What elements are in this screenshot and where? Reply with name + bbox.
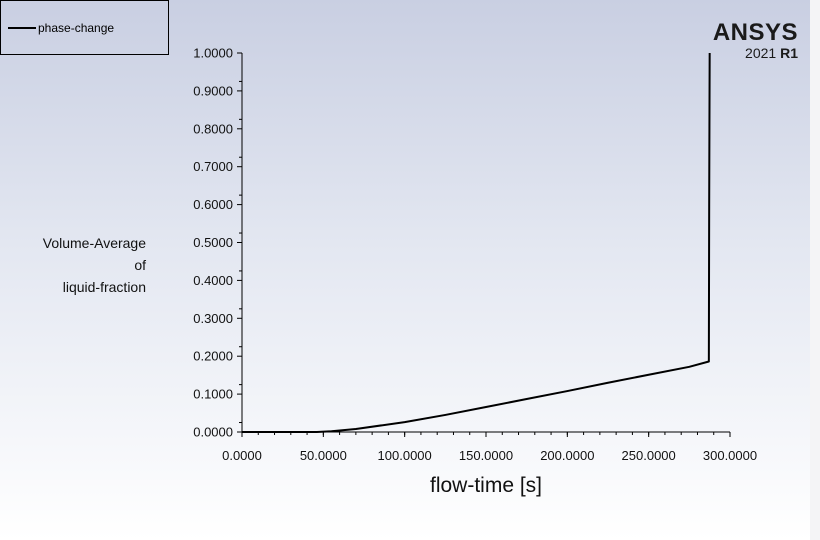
brand-release: 2021 R1	[713, 46, 798, 60]
x-tick-label: 100.0000	[378, 448, 432, 463]
series-line-phase-change	[242, 52, 711, 433]
y-axis-label-line-1: Volume-Average	[42, 235, 146, 251]
x-tick-label: 150.0000	[459, 448, 513, 463]
y-tick-label: 0.7000	[193, 159, 233, 174]
x-tick-label: 300.0000	[703, 448, 757, 463]
y-tick-label: 0.5000	[193, 235, 233, 250]
x-axis-label: flow-time [s]	[429, 474, 542, 497]
y-tick-label: 0.2000	[193, 349, 233, 364]
brand-year: 2021	[745, 45, 777, 61]
x-tick-label: 250.0000	[622, 448, 676, 463]
axes	[241, 53, 730, 433]
y-tick-label: 0.0000	[193, 425, 233, 440]
x-tick-label: 0.0000	[222, 448, 262, 463]
legend-line-swatch	[8, 27, 36, 29]
right-scrollbar[interactable]	[810, 0, 820, 540]
y-tick-label: 1.0000	[193, 46, 233, 61]
y-tick-label: 0.4000	[193, 273, 233, 288]
y-tick-label: 0.6000	[193, 197, 233, 212]
x-tick-label: 50.0000	[300, 448, 347, 463]
brand-name: ANSYS	[712, 19, 798, 46]
legend-label: phase-change	[38, 21, 115, 35]
y-tick-label: 0.9000	[193, 83, 233, 98]
y-tick-label: 0.3000	[193, 311, 233, 326]
y-axis-label-line-3: liquid-fraction	[62, 279, 146, 295]
legend: phase-change	[0, 0, 169, 55]
y-axis-label-line-2: of	[134, 257, 146, 273]
y-tick-label: 0.1000	[193, 387, 233, 402]
ticks: 0.0000 0.1000 0.2000 0.3000 0.4000 0.5000 0.60…	[193, 46, 757, 464]
x-tick-label: 200.0000	[540, 448, 594, 463]
ansys-logo: ANSYS 2021 R1	[712, 19, 798, 61]
series-group	[242, 52, 711, 433]
y-axis-label: Volume-Average of liquid-fraction	[20, 232, 146, 298]
brand-release-tag: R1	[780, 45, 798, 61]
y-tick-label: 0.8000	[193, 121, 233, 136]
